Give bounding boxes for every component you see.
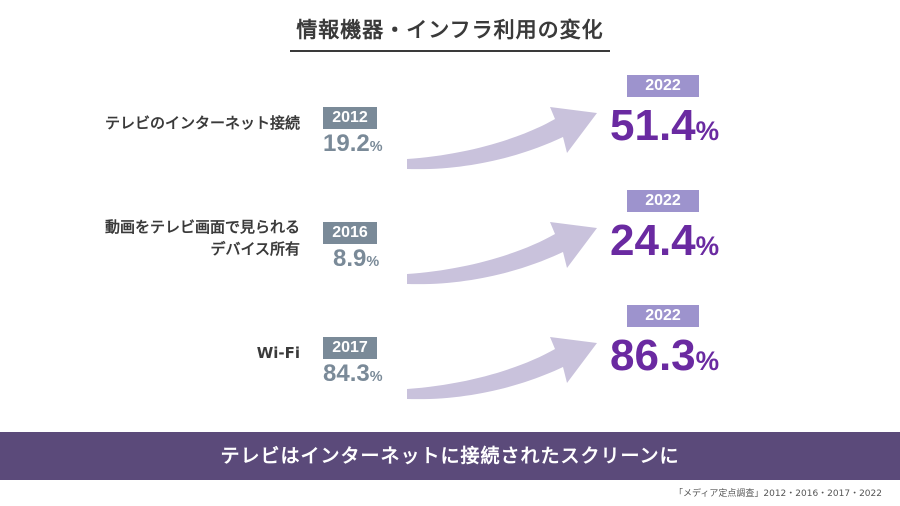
row-label-line: デバイス所有 [210,240,300,258]
comparison-row: テレビのインターネット接続 2012 19.2% 2022 51.4% [0,75,900,185]
base-value-unit: % [369,139,383,155]
row-label: 動画をテレビ画面で見られるデバイス所有 [40,216,300,260]
base-value: 84.3% [323,360,403,391]
target-value-unit: % [695,231,720,261]
base-year-badge: 2016 [323,222,377,244]
target-value-unit: % [695,346,720,376]
base-value-unit: % [366,254,380,270]
row-label-line: テレビのインターネット接続 [104,114,300,132]
chart-title-wrap: 情報機器・インフラ利用の変化 [0,14,900,52]
base-value-unit: % [369,369,383,385]
base-value-number: 8.9 [333,245,367,272]
target-value-number: 86.3 [610,331,696,380]
row-label: Wi-Fi [40,342,300,364]
base-value: 19.2% [323,130,403,161]
target-value-number: 51.4 [610,101,696,150]
row-label-line: Wi-Fi [256,344,300,362]
growth-arrow-icon [407,107,597,170]
source-note: 「メディア定点調査」2012・2016・2017・2022 [674,489,882,499]
base-year-badge: 2017 [323,337,377,359]
target-value-number: 24.4 [610,216,696,265]
comparison-row: 動画をテレビ画面で見られるデバイス所有 2016 8.9% 2022 24.4% [0,190,900,300]
target-value: 86.3% [610,331,750,386]
summary-banner: テレビはインターネットに接続されたスクリーンに [0,432,900,480]
base-value-number: 84.3 [323,360,370,387]
row-label: テレビのインターネット接続 [40,112,300,134]
target-value-unit: % [695,116,720,146]
target-year-badge: 2022 [627,75,699,97]
base-value: 8.9% [323,245,413,276]
row-label-line: 動画をテレビ画面で見られる [104,218,300,236]
target-value: 51.4% [610,101,750,156]
growth-arrow-icon [407,222,597,285]
growth-arrow-shape [407,222,597,285]
chart-title: 情報機器・インフラ利用の変化 [290,14,610,52]
target-value: 24.4% [610,216,750,271]
growth-arrow-shape [407,337,597,400]
comparison-row: Wi-Fi 2017 84.3% 2022 86.3% [0,305,900,415]
target-year-badge: 2022 [627,305,699,327]
base-value-number: 19.2 [323,130,370,157]
growth-arrow-icon [407,337,597,400]
base-year-badge: 2012 [323,107,377,129]
target-year-badge: 2022 [627,190,699,212]
growth-arrow-shape [407,107,597,170]
